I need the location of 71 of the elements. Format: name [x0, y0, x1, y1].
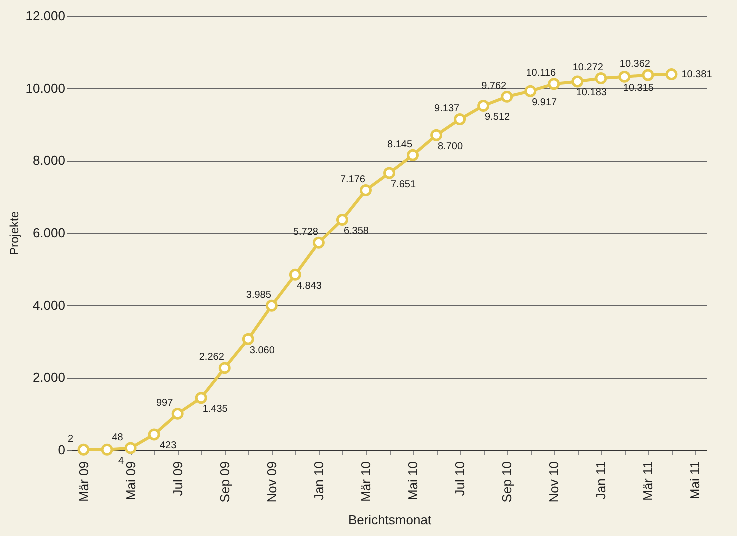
x-tick-label: Mai 09 — [123, 462, 138, 501]
point — [407, 149, 420, 162]
x-tick-label: Nov 10 — [546, 462, 562, 503]
point — [454, 114, 466, 126]
x-axis-title: Berichtsmonat — [348, 512, 432, 528]
x-tick-label: Jul 09 — [170, 462, 186, 496]
point — [642, 69, 654, 82]
data-label: 8.700 — [438, 141, 464, 152]
y-tick-label: 0 — [58, 442, 66, 458]
point — [78, 444, 90, 456]
point — [595, 72, 608, 84]
data-label: 8.145 — [388, 139, 413, 150]
point — [666, 68, 678, 81]
data-label: 7.651 — [390, 179, 416, 190]
point — [384, 167, 396, 180]
data-label: 2 — [68, 434, 74, 445]
point — [572, 76, 584, 88]
y-tick-label: 12.000 — [26, 8, 66, 24]
data-label: 10.272 — [572, 62, 604, 74]
data-label: 3.060 — [250, 345, 276, 356]
data-label: 997 — [156, 398, 174, 409]
point — [336, 214, 348, 226]
point — [172, 408, 184, 420]
x-tick-label: Sep 10 — [500, 462, 515, 503]
data-label: 3.985 — [246, 290, 272, 301]
data-label: 423 — [160, 440, 178, 452]
x-tick-label: Jul 10 — [452, 462, 468, 496]
x-tick-label: Sep 09 — [217, 462, 232, 503]
x-tick-label: Mär 09 — [76, 462, 92, 502]
y-tick-label: 8.000 — [32, 153, 66, 168]
data-label: 2.262 — [199, 352, 225, 364]
point — [101, 444, 114, 456]
y-tick-label: 2.000 — [32, 370, 66, 386]
y-tick-label: 6.000 — [32, 226, 66, 240]
data-label: 9.917 — [532, 97, 558, 108]
data-label: 9.137 — [434, 104, 460, 115]
data-label: 48 — [112, 432, 124, 444]
y-axis-title: Projekte — [8, 211, 22, 256]
data-label: 10.116 — [526, 68, 556, 80]
point — [360, 184, 372, 196]
point — [312, 236, 325, 249]
x-tick-label: Mai 11 — [688, 462, 703, 500]
y-tick-label: 10.000 — [26, 80, 66, 96]
y-tick-label: 4.000 — [32, 298, 66, 313]
data-label: 10.381 — [682, 70, 713, 81]
data-label: 4.843 — [296, 280, 322, 292]
x-tick-label: Mär 10 — [358, 462, 374, 502]
point — [618, 70, 631, 83]
x-tick-label: Jan 11 — [594, 462, 609, 500]
point — [524, 85, 537, 98]
data-label: 9.512 — [485, 112, 511, 123]
point — [124, 442, 137, 454]
point — [430, 129, 443, 142]
point — [195, 392, 208, 404]
x-tick-label: Jan 10 — [311, 462, 326, 501]
data-label: 7.176 — [340, 174, 366, 186]
data-label: 1.435 — [202, 404, 228, 416]
data-label: 10.183 — [576, 88, 608, 99]
point — [289, 268, 302, 281]
x-tick-label: Mai 10 — [406, 462, 421, 501]
point — [266, 300, 278, 312]
data-label: 10.362 — [620, 59, 651, 70]
point — [242, 333, 254, 346]
x-tick-label: Nov 09 — [264, 462, 280, 503]
point — [218, 362, 231, 374]
data-label: 4 — [118, 456, 124, 467]
point — [478, 100, 490, 112]
point — [548, 78, 560, 90]
point — [148, 428, 160, 441]
point — [501, 90, 514, 103]
x-tick-label: Mär 11 — [640, 462, 656, 501]
